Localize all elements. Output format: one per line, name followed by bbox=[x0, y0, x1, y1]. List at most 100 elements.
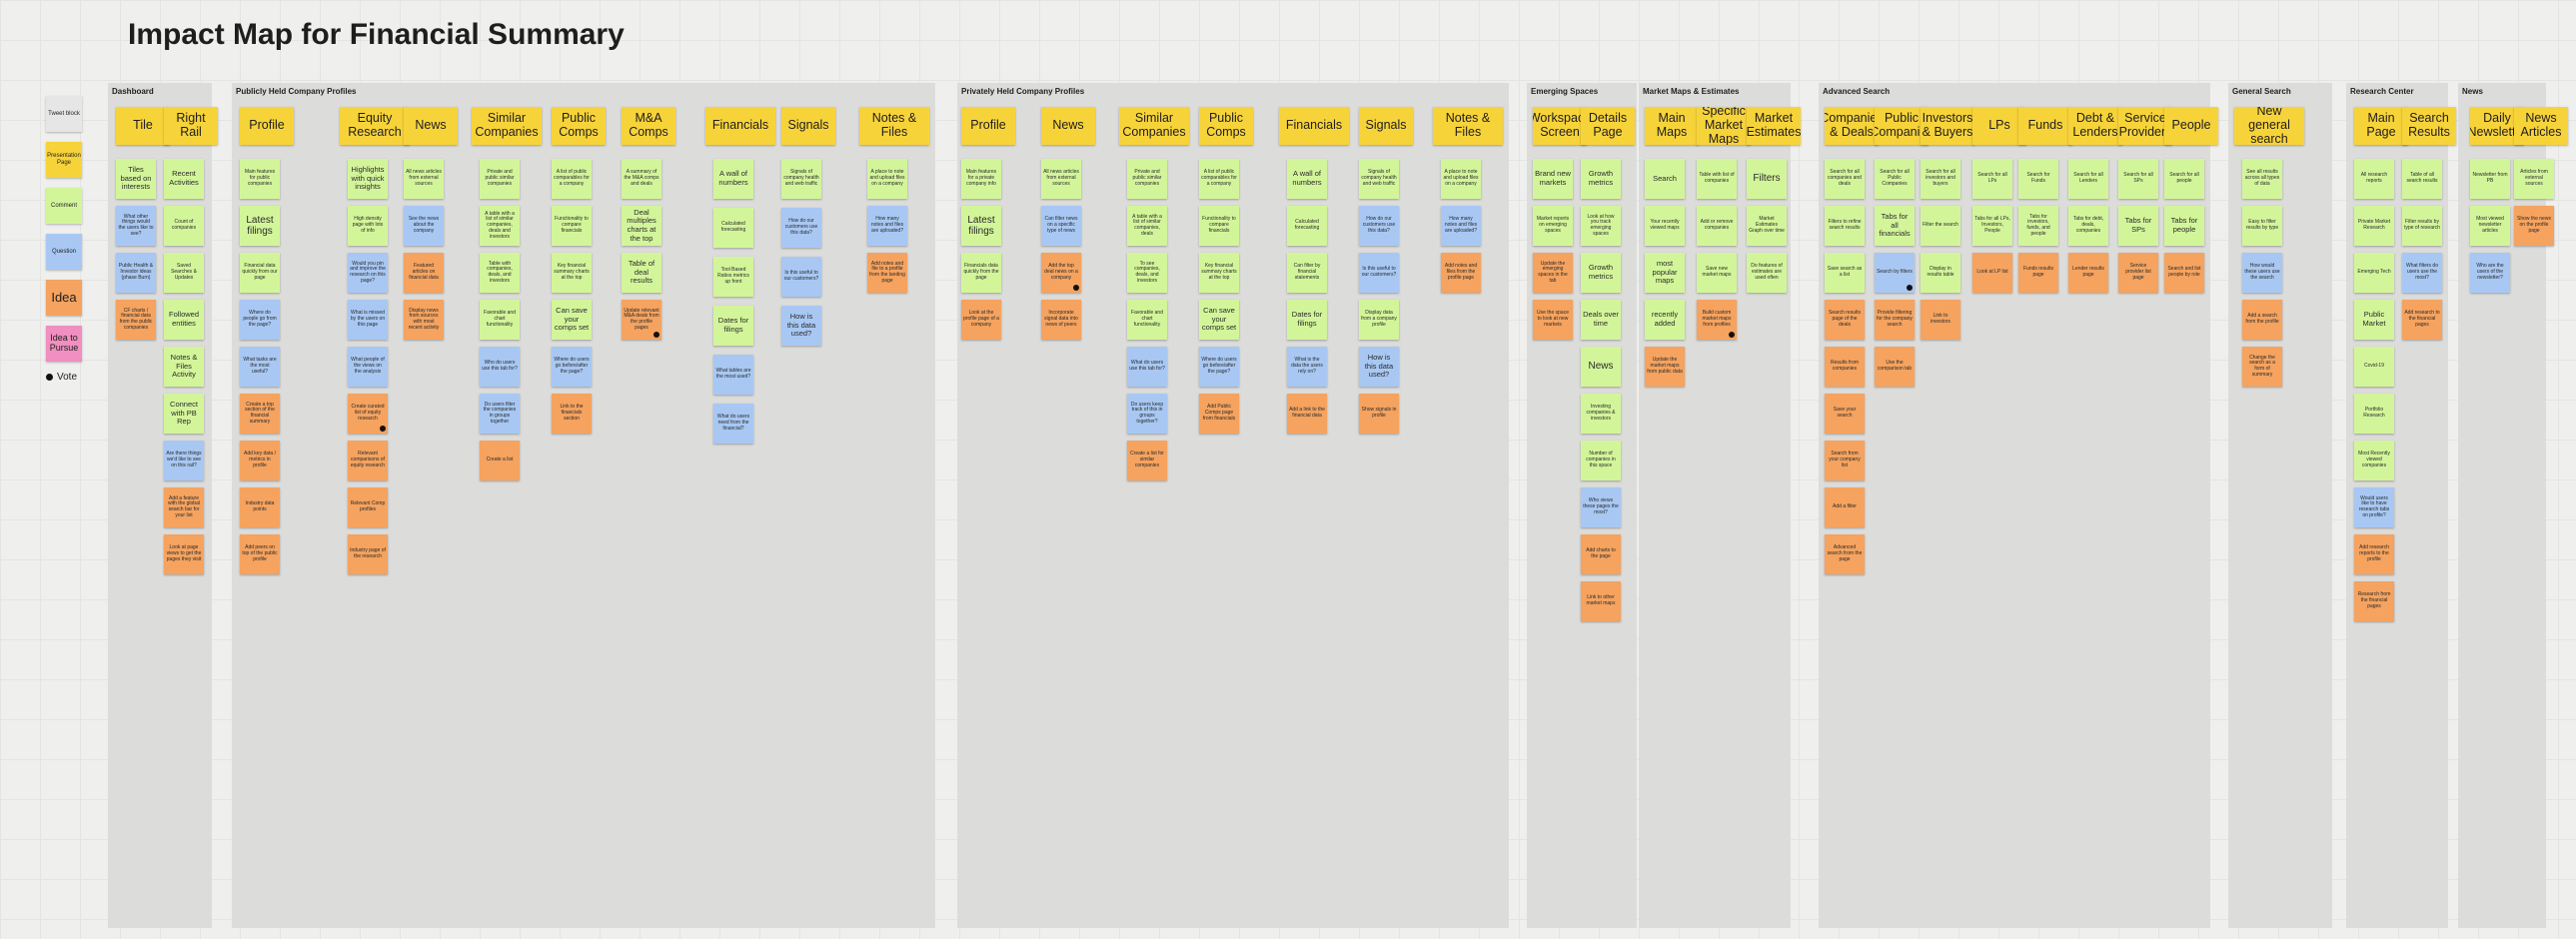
idea-sticky-note[interactable]: Add a feature with the global search bar… bbox=[164, 487, 204, 527]
comment-sticky-note[interactable]: Calculated forecasting bbox=[713, 208, 753, 248]
idea-sticky-note[interactable]: Create a list bbox=[480, 441, 520, 480]
idea-sticky-note[interactable]: Incorporate signal data into news of pee… bbox=[1041, 300, 1081, 340]
question-sticky-note[interactable]: Do users filter the companies in groups … bbox=[480, 394, 520, 434]
idea-sticky-note[interactable]: Add Public Comps page from financials bbox=[1199, 394, 1239, 434]
question-sticky-note[interactable]: What is the data the users rely on? bbox=[1287, 347, 1327, 387]
comment-sticky-note[interactable]: Search for all investors and buyers bbox=[1921, 159, 1960, 199]
idea-sticky-note[interactable]: Search from your company list bbox=[1825, 441, 1865, 480]
comment-sticky-note[interactable]: Portfolio Research bbox=[2354, 394, 2394, 434]
question-sticky-note[interactable]: See the news about the company bbox=[404, 206, 444, 246]
comment-sticky-note[interactable]: A wall of numbers bbox=[1287, 159, 1327, 199]
comment-sticky-note[interactable]: To see companies, deals, and investors bbox=[1127, 253, 1167, 293]
question-sticky-note[interactable]: What is missed by the users on this page bbox=[348, 300, 388, 340]
idea-sticky-note[interactable]: Update relevant M&A deals from the profi… bbox=[622, 300, 661, 340]
question-sticky-note[interactable]: How do our customers use this data? bbox=[781, 208, 821, 248]
comment-sticky-note[interactable]: Financials data quickly from the page bbox=[961, 253, 1001, 293]
comment-sticky-note[interactable]: Signals of company health and web traffi… bbox=[781, 159, 821, 199]
idea-sticky-note[interactable]: Add research to the financial pages bbox=[2402, 300, 2442, 340]
comment-sticky-note[interactable]: Table with companies, deals, and investo… bbox=[480, 253, 520, 293]
comment-sticky-note[interactable]: Private and public similar companies bbox=[480, 159, 520, 199]
column-header-sticky[interactable]: Signals bbox=[1359, 107, 1413, 145]
column-header-sticky[interactable]: News Articles bbox=[2514, 107, 2568, 145]
comment-sticky-note[interactable]: Table of deal results bbox=[622, 253, 661, 293]
question-sticky-note[interactable]: What do users use this tab for? bbox=[1127, 347, 1167, 387]
idea-sticky-note[interactable]: Featured articles on financial data bbox=[404, 253, 444, 293]
idea-sticky-note[interactable]: Provide filtering for the company search bbox=[1875, 300, 1915, 340]
question-sticky-note[interactable]: How is this data used? bbox=[781, 306, 821, 346]
idea-sticky-note[interactable]: Add a link to the financial data bbox=[1287, 394, 1327, 434]
question-sticky-note[interactable]: Who views these pages the most? bbox=[1581, 487, 1621, 527]
comment-sticky-note[interactable]: Table of all search results bbox=[2402, 159, 2442, 199]
column-header-sticky[interactable]: Tile bbox=[116, 107, 170, 145]
question-sticky-note[interactable]: What do users need from the financial? bbox=[713, 404, 753, 444]
idea-sticky-note[interactable]: Results from companies bbox=[1825, 347, 1865, 387]
column-header-sticky[interactable]: Specific Market Maps bbox=[1697, 107, 1751, 145]
comment-sticky-note[interactable]: Followed entities bbox=[164, 300, 204, 340]
comment-sticky-note[interactable]: Highlights with quick insights bbox=[348, 159, 388, 199]
column-header-sticky[interactable]: Main Maps bbox=[1645, 107, 1699, 145]
comment-sticky-note[interactable]: Save new market maps bbox=[1697, 253, 1737, 293]
question-sticky-note[interactable]: Public Health & Investor ideas (phase Bu… bbox=[116, 253, 156, 293]
comment-sticky-note[interactable]: A table with a list of similar companies… bbox=[1127, 206, 1167, 246]
column-header-sticky[interactable]: New general search bbox=[2234, 107, 2304, 145]
comment-sticky-note[interactable]: A summary of the M&A comps and deals bbox=[622, 159, 661, 199]
question-sticky-note[interactable]: Are there things we'd like to see on thi… bbox=[164, 441, 204, 480]
comment-sticky-note[interactable]: recently added bbox=[1645, 300, 1685, 340]
comment-sticky-note[interactable]: Search for all LPs bbox=[1972, 159, 2012, 199]
idea-sticky-note[interactable]: CF charts / financial data from the publ… bbox=[116, 300, 156, 340]
comment-sticky-note[interactable]: Brand new markets bbox=[1533, 159, 1573, 199]
comment-sticky-note[interactable]: Signals of company health and web traffi… bbox=[1359, 159, 1399, 199]
idea-sticky-note[interactable]: Search and list people by role bbox=[2164, 253, 2204, 293]
idea-sticky-note[interactable]: Change the search as a form of summary bbox=[2242, 347, 2282, 387]
column-header-sticky[interactable]: People bbox=[2164, 107, 2218, 145]
comment-sticky-note[interactable]: Saved Searches & Updates bbox=[164, 253, 204, 293]
comment-sticky-note[interactable]: Your recently viewed maps bbox=[1645, 206, 1685, 246]
idea-sticky-note[interactable]: Link to other market maps bbox=[1581, 581, 1621, 621]
question-sticky-note[interactable]: Search by filters bbox=[1875, 253, 1915, 293]
comment-sticky-note[interactable]: Tiles based on interests bbox=[116, 159, 156, 199]
comment-sticky-note[interactable]: Newsletter from PB bbox=[2470, 159, 2510, 199]
question-sticky-note[interactable]: Where do users go before/after the page? bbox=[552, 347, 592, 387]
comment-sticky-note[interactable]: Tabs for all financials bbox=[1875, 206, 1915, 246]
comment-sticky-note[interactable]: Can save your comps set bbox=[1199, 300, 1239, 340]
comment-sticky-note[interactable]: Add or remove companies bbox=[1697, 206, 1737, 246]
question-sticky-note[interactable]: How do our customers use this data? bbox=[1359, 206, 1399, 246]
comment-sticky-note[interactable]: High density page with lots of info bbox=[348, 206, 388, 246]
idea-sticky-note[interactable]: Show signals in profile bbox=[1359, 394, 1399, 434]
idea-sticky-note[interactable]: Add charts to the page bbox=[1581, 534, 1621, 574]
idea-sticky-note[interactable]: Use the space to look at new markets bbox=[1533, 300, 1573, 340]
question-sticky-note[interactable]: What other things would the users like t… bbox=[116, 206, 156, 246]
column-header-sticky[interactable]: Search Results bbox=[2402, 107, 2456, 145]
comment-sticky-note[interactable]: most popular maps bbox=[1645, 253, 1685, 293]
column-header-sticky[interactable]: Notes & Files bbox=[1433, 107, 1503, 145]
idea-sticky-note[interactable]: Add peers on top of the public profile bbox=[240, 534, 280, 574]
column-header-sticky[interactable]: Financials bbox=[705, 107, 775, 145]
idea-sticky-note[interactable]: Link to the financials section bbox=[552, 394, 592, 434]
comment-sticky-note[interactable]: Covid-19 bbox=[2354, 347, 2394, 387]
comment-sticky-note[interactable]: Save search as a list bbox=[1825, 253, 1865, 293]
comment-sticky-note[interactable]: Filter the search bbox=[1921, 206, 1960, 246]
idea-sticky-note[interactable]: Save your search bbox=[1825, 394, 1865, 434]
question-sticky-note[interactable]: Who do users use this tab for? bbox=[480, 347, 520, 387]
comment-sticky-note[interactable]: Deal multiples charts at the top bbox=[622, 206, 661, 246]
idea-sticky-note[interactable]: Update the emerging spaces in the tab bbox=[1533, 253, 1573, 293]
column-header-sticky[interactable]: Right Rail bbox=[164, 107, 218, 145]
comment-sticky-note[interactable]: A place to note and upload files on a co… bbox=[867, 159, 907, 199]
comment-sticky-note[interactable]: Latest filings bbox=[961, 206, 1001, 246]
idea-sticky-note[interactable]: Industry page of the research bbox=[348, 534, 388, 574]
comment-sticky-note[interactable]: Functionality to compare financials bbox=[552, 206, 592, 246]
comment-sticky-note[interactable]: Search for all Public Companies bbox=[1875, 159, 1915, 199]
comment-sticky-note[interactable]: Public Market bbox=[2354, 300, 2394, 340]
comment-sticky-note[interactable]: Filter results by type of research bbox=[2402, 206, 2442, 246]
comment-sticky-note[interactable]: See all results across all types of data bbox=[2242, 159, 2282, 199]
comment-sticky-note[interactable]: Dates for filings bbox=[1287, 300, 1327, 340]
comment-sticky-note[interactable]: Search for all companies and deals bbox=[1825, 159, 1865, 199]
question-sticky-note[interactable]: What tables are the most used? bbox=[713, 355, 753, 395]
comment-sticky-note[interactable]: Easy to filter results by type bbox=[2242, 206, 2282, 246]
question-sticky-note[interactable]: How many notes and files are uploaded? bbox=[867, 206, 907, 246]
column-header-sticky[interactable]: Similar Companies bbox=[1119, 107, 1189, 145]
comment-sticky-note[interactable]: Articles from external sources bbox=[2514, 159, 2554, 199]
column-header-sticky[interactable]: Financials bbox=[1279, 107, 1349, 145]
question-sticky-note[interactable]: How is this data used? bbox=[1359, 347, 1399, 387]
comment-sticky-note[interactable]: Display in results table bbox=[1921, 253, 1960, 293]
